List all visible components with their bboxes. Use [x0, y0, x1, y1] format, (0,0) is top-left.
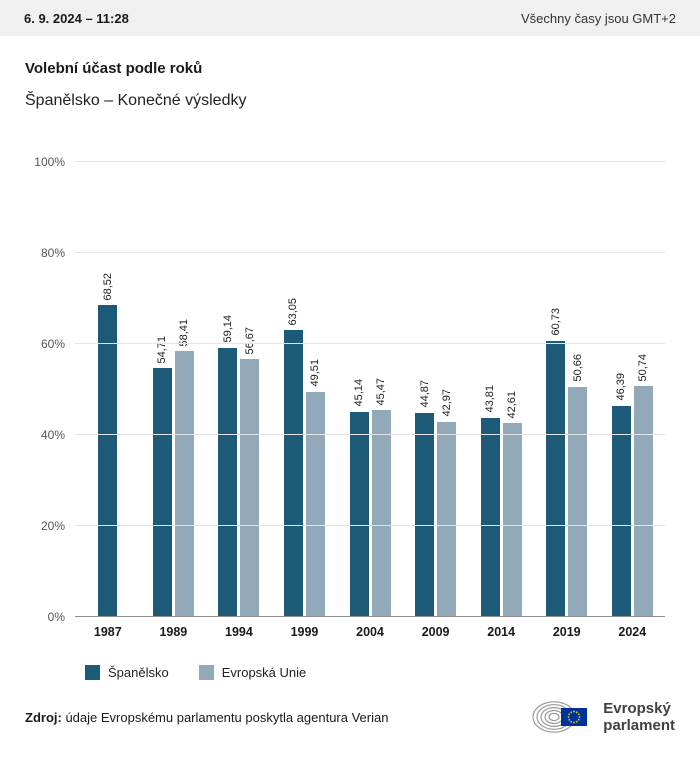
bar-group: 46,39 50,74 — [600, 162, 666, 617]
x-axis-label: 2019 — [552, 625, 581, 639]
bar: 49,51 — [305, 359, 325, 617]
bar-value-label: 54,71 — [156, 335, 169, 364]
source-note: Zdroj: údaje Evropskému parlamentu posky… — [25, 710, 388, 725]
bar-group: 63,05 49,51 — [272, 162, 338, 617]
bar: 60,73 — [546, 308, 566, 617]
gridline — [75, 616, 665, 617]
eu-flag-icon — [561, 708, 588, 726]
bar-value-label: 46,39 — [615, 373, 628, 401]
y-axis-label: 40% — [40, 428, 65, 442]
bar-group: 60,73 50,66 — [534, 162, 600, 617]
legend-item: Evropská Unie — [198, 665, 307, 680]
x-axis-label: 2024 — [618, 625, 647, 639]
legend-swatch-eu — [198, 665, 214, 680]
bar: 68,52 — [98, 273, 118, 617]
bar: 45,47 — [371, 378, 391, 617]
logo-text-line2: parlament — [603, 717, 675, 734]
y-axis-label: 80% — [40, 246, 65, 260]
bar: 63,05 — [283, 298, 303, 617]
bar-group: 59,14 56,67 — [206, 162, 272, 617]
gridline — [75, 525, 665, 526]
gridline — [75, 343, 665, 344]
bar: 42,61 — [502, 391, 522, 617]
logo-text: Evropský parlament — [603, 700, 675, 735]
bar: 59,14 — [218, 315, 238, 617]
bar-value-label: 68,52 — [101, 272, 114, 301]
ep-logo: Evropský parlament — [531, 692, 675, 742]
x-axis: 1987 1989 1994 1999 2004 2009 2014 2019 2024 — [75, 625, 665, 639]
legend-label: Evropská Unie — [221, 665, 307, 680]
source-text: údaje Evropskému parlamentu poskytla age… — [61, 709, 389, 725]
y-axis-label: 100% — [34, 155, 65, 169]
bar-value-label: 49,51 — [309, 359, 322, 387]
bar-value-label: 56,67 — [243, 326, 256, 355]
gridline — [75, 161, 665, 162]
top-bar: 6. 9. 2024 – 11:28 Všechny časy jsou GMT… — [0, 0, 700, 36]
bar: 43,81 — [480, 385, 500, 617]
x-axis-label: 2004 — [356, 625, 384, 639]
bar-group: 43,81 42,61 — [468, 162, 534, 617]
bar: 58,41 — [174, 319, 194, 617]
bar: 50,74 — [633, 354, 653, 617]
bar: 44,87 — [415, 380, 435, 617]
x-axis-label: 2009 — [421, 625, 450, 639]
source-label: Zdroj: — [25, 709, 62, 725]
page-title: Volební účast podle roků — [25, 60, 203, 77]
bar-group: 68,52 — [75, 162, 141, 617]
legend-swatch-spain — [85, 665, 100, 680]
bar-value-label: 50,74 — [637, 353, 650, 382]
legend-item: Španělsko — [85, 665, 169, 680]
bar-value-label: 59,14 — [221, 315, 234, 343]
bar-value-label: 43,81 — [484, 385, 497, 413]
legend: Španělsko Evropská Unie — [85, 665, 700, 680]
x-axis-label: 1987 — [93, 625, 122, 639]
page-subtitle: Španělsko – Konečné výsledky — [25, 92, 247, 109]
y-axis-label: 60% — [40, 337, 65, 351]
bar-value-label: 42,97 — [440, 388, 453, 417]
chart: 68,52 54,71 58,41 59,14 56,67 63,05 49,51 45,14… — [34, 155, 665, 624]
bar-value-label: 45,14 — [353, 379, 366, 407]
logo-text-line1: Evropský — [603, 699, 671, 717]
bar-value-label: 50,66 — [571, 353, 584, 382]
bar-value-label: 60,73 — [549, 308, 562, 336]
bar: 56,67 — [240, 327, 260, 617]
topbar-datetime: 6. 9. 2024 – 11:28 — [24, 10, 129, 26]
timezone-note: Všechny časy jsou GMT+2 — [521, 10, 676, 26]
bar-value-label: 45,47 — [375, 377, 388, 406]
x-axis-label: 2014 — [487, 625, 516, 639]
bar-value-label: 44,87 — [418, 380, 431, 408]
bar-group: 54,71 58,41 — [141, 162, 207, 617]
x-axis-label: 1999 — [290, 625, 319, 639]
bar: 46,39 — [611, 373, 631, 617]
ep-logo-graphic — [532, 701, 588, 733]
bar-value-label: 42,61 — [506, 390, 519, 419]
bar: 50,66 — [568, 354, 588, 617]
y-axis-label: 20% — [40, 519, 65, 533]
bar-value-label: 63,05 — [287, 297, 300, 326]
bar: 54,71 — [152, 336, 172, 617]
x-axis-label: 1989 — [159, 625, 188, 639]
plot-area: 68,52 54,71 58,41 59,14 56,67 63,05 49,51 45,14… — [75, 162, 665, 617]
bar-group: 45,14 45,47 — [337, 162, 403, 617]
y-axis-label: 0% — [47, 610, 65, 624]
x-axis-label: 1994 — [225, 625, 253, 639]
bar: 42,97 — [437, 389, 457, 617]
legend-label: Španělsko — [108, 665, 169, 680]
footer: Zdroj: údaje Evropskému parlamentu posky… — [25, 692, 675, 742]
bar-group: 44,87 42,97 — [403, 162, 469, 617]
bar: 45,14 — [349, 379, 369, 617]
gridline — [75, 434, 665, 435]
gridline — [75, 252, 665, 253]
